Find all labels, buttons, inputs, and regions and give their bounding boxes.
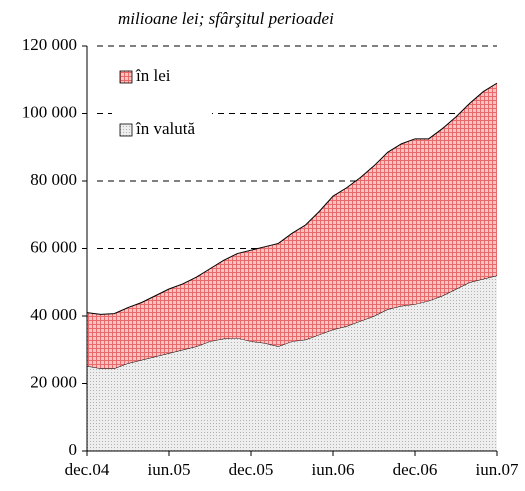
y-tick-label: 0	[69, 440, 78, 459]
y-tick-label: 20 000	[30, 372, 77, 391]
y-tick-label: 40 000	[30, 305, 77, 324]
chart-subtitle: milioane lei; sfârşitul perioadei	[118, 9, 334, 28]
area	[87, 275, 497, 451]
y-tick-label: 100 000	[22, 102, 77, 121]
x-tick-label: dec.06	[393, 460, 438, 479]
y-tick-label: 80 000	[30, 170, 77, 189]
x-tick-label: iun.06	[312, 460, 355, 479]
legend-label: în lei	[135, 66, 171, 85]
x-tick-label: dec.04	[65, 460, 110, 479]
x-tick-label: iun.05	[148, 460, 191, 479]
area-edge	[86, 82, 498, 315]
legend-swatch	[119, 70, 133, 84]
legend-swatch	[119, 123, 133, 137]
legend-label: în valută	[135, 119, 195, 138]
area	[87, 83, 497, 369]
x-tick-label: iun.07	[476, 460, 519, 479]
y-tick-label: 60 000	[30, 237, 77, 256]
x-tick-label: dec.05	[229, 460, 274, 479]
y-tick-label: 120 000	[22, 35, 77, 54]
